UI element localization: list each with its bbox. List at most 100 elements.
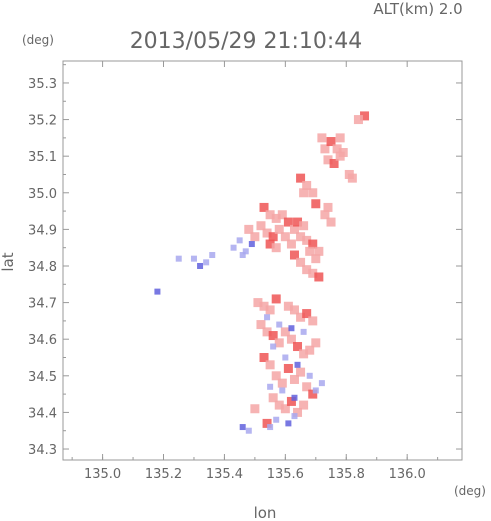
echo-point-positive	[305, 345, 315, 355]
echo-point-negative	[291, 394, 298, 401]
y-tick-label: 34.3	[28, 443, 57, 458]
y-tick-label: 35.1	[28, 150, 57, 165]
echo-point-positive	[274, 224, 284, 234]
echo-point-positive	[259, 301, 269, 311]
echo-point-positive	[265, 210, 275, 220]
echo-point-negative	[279, 387, 286, 394]
echo-point-positive	[289, 374, 299, 384]
echo-point-negative	[306, 372, 313, 379]
altitude-label: ALT(km) 2.0	[373, 0, 462, 18]
echo-point-positive	[262, 228, 272, 238]
echo-point-positive	[302, 382, 312, 392]
x-tick-label: 135.0	[84, 467, 121, 482]
y-axis-label: lat	[0, 252, 17, 271]
echo-point-positive	[326, 217, 336, 227]
echo-point-positive	[323, 202, 333, 212]
echo-point-negative	[197, 262, 204, 269]
y-axis-unit: (deg)	[22, 33, 54, 47]
echo-point-positive	[323, 155, 333, 165]
echo-point-negative	[209, 252, 216, 259]
echo-point-positive	[326, 137, 336, 147]
echo-point-negative	[276, 321, 283, 328]
echo-point-negative	[285, 420, 292, 427]
x-tick-label: 136.0	[389, 467, 426, 482]
echo-point-positive	[360, 111, 370, 121]
y-tick-label: 35.2	[28, 114, 57, 129]
echo-point-negative	[291, 413, 298, 420]
echo-point-negative	[236, 237, 243, 244]
echo-point-positive	[250, 404, 260, 414]
echo-point-positive	[299, 221, 309, 231]
echo-point-positive	[311, 338, 321, 348]
echo-point-positive	[262, 327, 272, 337]
echo-point-positive	[250, 232, 260, 242]
echo-point-positive	[305, 246, 315, 256]
echo-point-positive	[289, 250, 299, 260]
echo-point-positive	[329, 158, 339, 168]
echo-point-positive	[271, 213, 281, 223]
echo-point-positive	[320, 144, 330, 154]
y-tick-label: 34.8	[28, 260, 57, 275]
echo-point-negative	[267, 424, 274, 431]
echo-point-positive	[296, 173, 306, 183]
echo-point-positive	[280, 404, 290, 414]
echo-point-positive	[314, 246, 324, 256]
echo-point-negative	[175, 255, 182, 262]
echo-point-positive	[259, 202, 269, 212]
echo-point-positive	[277, 378, 287, 388]
echo-point-positive	[286, 239, 296, 249]
plot-area-frame	[62, 60, 463, 461]
echo-point-positive	[271, 243, 281, 253]
axis-ticks: 135.0 135.2 135.4 135.6 135.8 136.0 34.3 34.4 34…	[28, 61, 462, 482]
echo-point-positive	[299, 400, 309, 410]
echo-point-negative	[300, 328, 307, 335]
echo-point-positive	[296, 257, 306, 267]
echo-point-positive	[311, 199, 321, 209]
echo-point-positive	[262, 418, 272, 428]
echo-point-positive	[271, 294, 281, 304]
echo-point-positive	[296, 232, 306, 242]
echo-point-positive	[353, 115, 363, 125]
echo-point-positive	[308, 188, 318, 198]
echo-point-positive	[299, 349, 309, 359]
y-tick-label: 34.7	[28, 297, 57, 312]
echo-point-negative	[288, 325, 295, 332]
echo-point-negative	[294, 361, 301, 368]
echo-point-positive	[302, 265, 312, 275]
echo-point-positive	[293, 407, 303, 417]
echo-point-positive	[286, 396, 296, 406]
echo-point-positive	[274, 400, 284, 410]
chart-title: 2013/05/29 21:10:44	[130, 29, 363, 54]
echo-point-positive	[311, 254, 321, 264]
echo-point-negative	[230, 244, 237, 251]
echo-point-negative	[239, 424, 246, 431]
echo-point-positive	[280, 232, 290, 242]
echo-point-negative	[154, 288, 161, 295]
echo-point-positive	[280, 327, 290, 337]
echo-point-positive	[283, 363, 293, 373]
echo-point-positive	[296, 312, 306, 322]
echo-point-positive	[317, 133, 327, 143]
x-tick-label: 135.8	[328, 467, 365, 482]
echo-point-positive	[299, 188, 309, 198]
echo-point-negative	[273, 416, 280, 423]
echo-point-positive	[335, 151, 345, 161]
echo-point-negative	[270, 343, 277, 350]
echo-point-positive	[268, 393, 278, 403]
echo-point-positive	[308, 239, 318, 249]
echo-point-positive	[302, 309, 312, 319]
echo-point-positive	[308, 268, 318, 278]
echo-point-negative	[282, 354, 289, 361]
echo-point-negative	[312, 387, 319, 394]
x-tick-label: 135.6	[267, 467, 304, 482]
echo-point-positive	[308, 316, 318, 326]
echo-point-positive	[308, 389, 318, 399]
echo-point-negative	[318, 380, 325, 387]
echo-point-positive	[283, 301, 293, 311]
echo-point-negative	[267, 383, 274, 390]
echo-point-positive	[347, 173, 357, 183]
echo-point-positive	[265, 360, 275, 370]
echo-point-positive	[320, 210, 330, 220]
echo-point-positive	[265, 305, 275, 315]
